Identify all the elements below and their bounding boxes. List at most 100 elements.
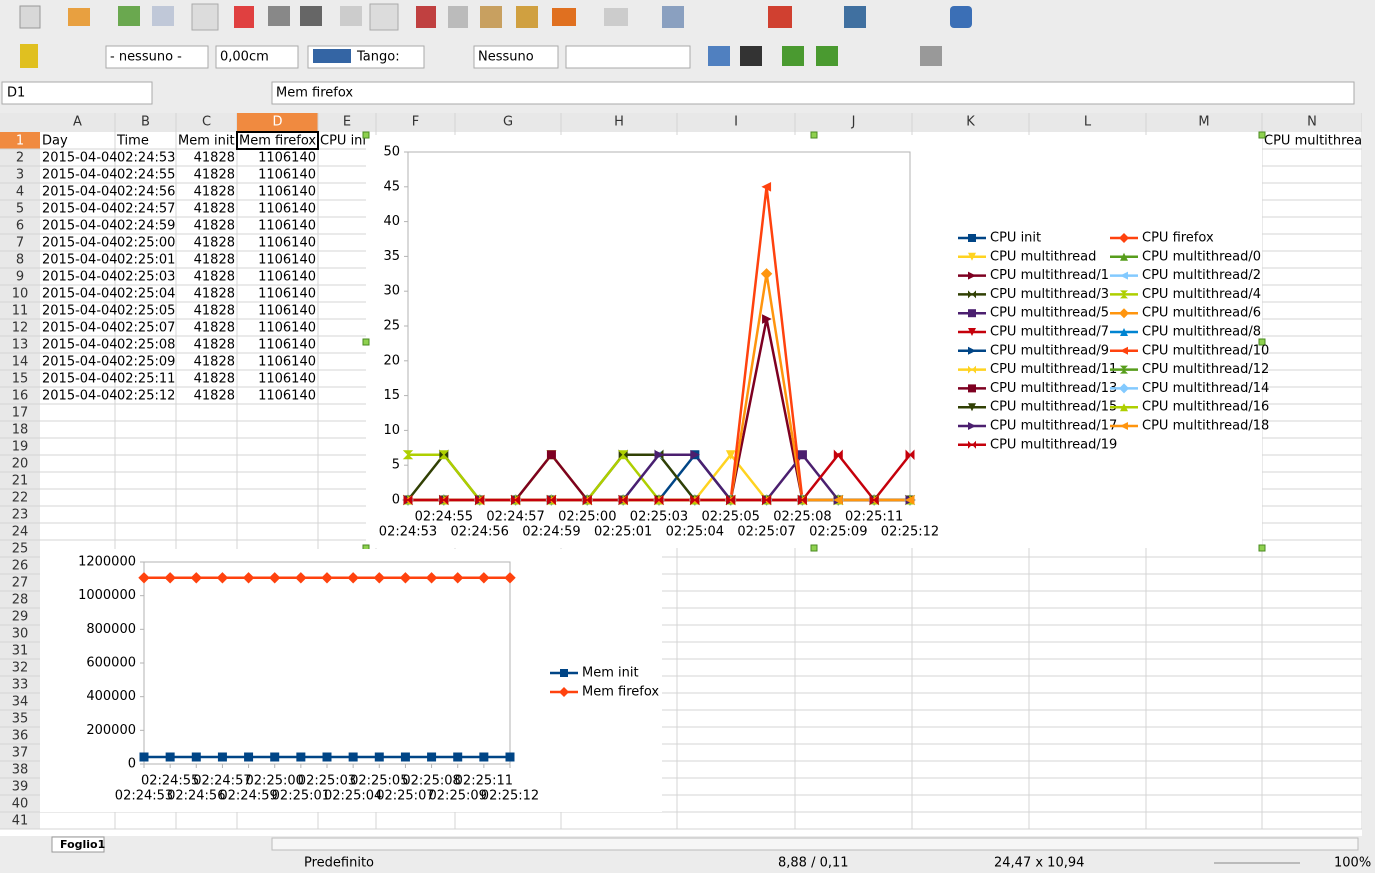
legend-marker [968,234,976,242]
cell: 1106140 [258,151,316,166]
x-tick-label: 02:25:09 [809,525,867,540]
undo-button[interactable] [552,8,576,26]
data-point [164,572,176,584]
column-header: J [851,115,856,130]
y-tick-label: 0 [392,493,400,508]
legend-label: CPU multithread/7 [990,325,1109,340]
new-button[interactable] [19,5,41,29]
row-header: 26 [12,559,29,574]
edit-button[interactable] [191,3,219,31]
sheet-tab[interactable] [51,836,105,853]
input-line[interactable] [271,81,1355,105]
area-style-combo[interactable] [565,45,691,69]
data-point [425,572,438,584]
horizontal-scrollbar[interactable] [271,837,1359,851]
data-point [690,494,700,506]
data-point [403,494,413,506]
width-spin[interactable] [215,45,299,69]
cell: 41828 [194,253,235,268]
data-point [725,450,736,460]
row-header: 32 [12,661,29,676]
cell: 2015-04-04 [42,168,118,183]
legend-marker [968,440,976,449]
wrap-button[interactable] [708,46,730,66]
pen-button[interactable] [20,44,38,68]
hyperlink-button[interactable] [662,6,684,28]
row-header: 7 [16,236,24,251]
cell: 1106140 [258,389,316,404]
data-point [138,572,150,584]
legend-label: Mem firefox [582,685,659,700]
data-point [654,494,664,506]
legend-label: CPU multithread/9 [990,343,1109,358]
pdf-button[interactable] [234,6,254,28]
open-button[interactable] [68,8,90,26]
legend-label: CPU multithread/10 [1142,343,1269,358]
navigator-button[interactable] [844,6,866,28]
column-header: A [73,115,82,130]
cell: 2015-04-04 [42,355,118,370]
data-point [475,494,485,506]
data-point [217,752,227,762]
legend-marker [1119,233,1129,243]
redo-button[interactable] [604,8,628,26]
clone-button[interactable] [516,6,538,28]
data-point [453,752,463,762]
legend-marker [1119,308,1129,319]
data-point [760,268,773,280]
email-button[interactable] [152,6,174,26]
name-box-text: D1 [7,86,25,101]
cell: 02:25:05 [117,304,175,319]
cell: 1106140 [258,355,316,370]
data-point [242,572,255,584]
y-tick-label: 30 [383,284,400,299]
data-point [347,572,359,584]
copy-button[interactable] [448,6,468,28]
anchor-button[interactable] [740,46,762,66]
legend-label: CPU multithread/0 [1142,249,1261,264]
zoom-level: 100% [1334,856,1371,871]
cell: 41828 [194,372,235,387]
row-header: 34 [12,695,29,710]
column-header: B [141,115,150,130]
data-point [690,449,700,460]
data-point [400,752,410,762]
y-tick-label: 50 [383,145,400,160]
column-header: L [1084,115,1092,130]
y-tick-label: 15 [383,388,400,403]
cell: 02:24:55 [117,168,175,183]
legend-marker [1120,290,1128,299]
data-point [165,752,175,762]
data-point [654,449,665,460]
data-point [399,572,412,584]
cell: 41828 [194,389,235,404]
legend-label: CPU multithread/17 [990,419,1117,434]
bring-front-button[interactable] [782,46,804,66]
chart-button[interactable] [768,6,792,28]
send-back-button[interactable] [816,46,838,66]
legend-marker [1120,328,1128,336]
autospell-button[interactable] [369,3,399,31]
cell: 2015-04-04 [42,321,118,336]
save-button[interactable] [118,6,140,26]
row-header: 17 [12,406,29,421]
help-button[interactable] [950,6,972,28]
x-tick-label: 02:25:03 [630,510,688,525]
cut-button[interactable] [416,6,436,28]
align-button[interactable] [920,46,942,66]
object-size: 24,47 x 10,94 [994,856,1084,871]
selected-row-header [0,132,40,149]
style-combo[interactable] [105,45,209,69]
print-preview-button[interactable] [300,6,322,26]
paste-button[interactable] [480,6,502,28]
vertical-scrollbar[interactable] [1362,113,1375,836]
cell: 2015-04-04 [42,389,118,404]
legend-marker [968,271,976,280]
area-combo[interactable] [473,45,559,69]
print-button[interactable] [268,6,290,26]
name-box[interactable] [1,81,153,105]
cell: 41828 [194,338,235,353]
cell: 2015-04-04 [42,185,118,200]
cell: 41828 [194,304,235,319]
spellcheck-button[interactable] [340,6,362,26]
